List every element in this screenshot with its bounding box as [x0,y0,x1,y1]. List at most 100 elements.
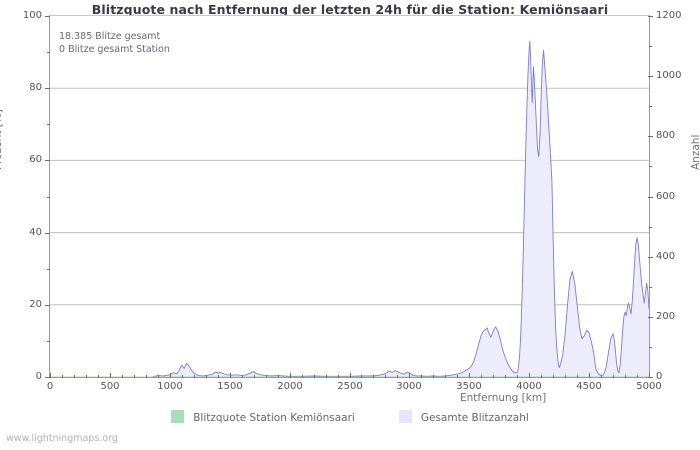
x-tick-major [230,373,231,378]
x-tick-minor [553,375,554,378]
series-line-gesamte-blitzanzahl [50,40,649,377]
x-tick-major [170,373,171,378]
x-tick-minor [266,375,267,378]
y-right-tick-label: 600 [656,191,676,202]
y-right-tick-minor [649,287,652,288]
x-tick-minor [625,375,626,378]
legend-swatch [398,410,412,423]
legend-swatch [171,410,185,423]
x-tick-major [529,373,530,378]
x-tick-minor [146,375,147,378]
plot-inner [50,16,649,377]
y-left-tick-label: 100 [22,10,42,21]
x-tick-minor [397,375,398,378]
y-left-tick-major [45,88,50,89]
y-right-tick-major [648,76,653,77]
y-right-tick-label: 400 [656,251,676,262]
y-left-tick-label: 40 [29,227,42,238]
chart-title: Blitzquote nach Entfernung der letzten 2… [91,2,609,17]
x-tick-minor [565,375,566,378]
x-tick-label: 4000 [516,381,542,392]
x-tick-label: 3500 [456,381,482,392]
x-tick-label: 2000 [277,381,303,392]
chart-plot-svg [50,40,649,377]
x-tick-minor [218,375,219,378]
y-right-tick-label: 1000 [656,70,682,81]
y-right-tick-minor [649,106,652,107]
x-tick-minor [481,375,482,378]
x-tick-minor [98,375,99,378]
y-right-tick-minor [649,227,652,228]
x-tick-minor [361,375,362,378]
y-right-tick-major [648,16,653,17]
y-left-tick-label: 0 [35,371,42,382]
x-tick-major [409,373,410,378]
series-area-gesamte-blitzanzahl [50,41,649,377]
x-tick-major [110,373,111,378]
x-tick-label: 4500 [576,381,602,392]
x-tick-minor [613,375,614,378]
x-tick-minor [493,375,494,378]
y-axis-left-label: Prozent [%] [0,109,4,170]
y-right-tick-minor [649,166,652,167]
x-tick-label: 3000 [396,381,422,392]
y-axis-right-label: Anzahl [690,134,700,170]
x-tick-minor [242,375,243,378]
x-tick-minor [457,375,458,378]
x-tick-minor [338,375,339,378]
y-right-tick-major [648,197,653,198]
y-left-tick-minor [47,52,50,53]
y-right-tick-label: 800 [656,130,676,141]
x-tick-major [50,373,51,378]
y-left-tick-major [45,16,50,17]
x-tick-minor [373,375,374,378]
x-tick-minor [194,375,195,378]
legend-item[interactable]: Gesamte Blitzanzahl [398,410,529,424]
chart-legend: Blitzquote Station Kemiönsaari Gesamte Bl… [0,410,700,424]
y-left-tick-major [45,233,50,234]
x-tick-label: 2500 [337,381,363,392]
y-left-tick-major [45,377,50,378]
x-tick-minor [278,375,279,378]
y-left-tick-minor [47,341,50,342]
x-tick-minor [385,375,386,378]
legend-label: Blitzquote Station Kemiönsaari [193,412,355,424]
x-tick-minor [637,375,638,378]
x-tick-minor [158,375,159,378]
y-left-tick-minor [47,269,50,270]
y-right-tick-major [648,257,653,258]
y-right-tick-label: 0 [656,371,663,382]
x-tick-label: 1000 [157,381,183,392]
x-tick-major [350,373,351,378]
x-tick-minor [326,375,327,378]
x-tick-major [649,373,650,378]
y-right-tick-label: 1200 [656,10,682,21]
x-tick-minor [122,375,123,378]
x-tick-label: 5000 [636,381,662,392]
chart-annotation: 18.385 Blitze gesamt 0 Blitze gesamt Sta… [59,30,170,56]
annotation-station-strokes: 0 Blitze gesamt Station [59,44,170,55]
y-left-tick-label: 80 [29,82,42,93]
x-tick-minor [517,375,518,378]
y-left-tick-label: 20 [29,299,42,310]
x-tick-minor [577,375,578,378]
y-right-tick-major [648,377,653,378]
x-tick-minor [86,375,87,378]
x-tick-minor [541,375,542,378]
x-tick-label: 500 [100,381,120,392]
x-tick-minor [445,375,446,378]
x-axis-label: Entfernung [km] [460,392,547,404]
x-tick-minor [206,375,207,378]
footer-watermark: www.lightningmaps.org [6,433,118,444]
x-tick-minor [74,375,75,378]
x-tick-minor [254,375,255,378]
y-right-tick-minor [649,46,652,47]
y-right-tick-major [648,136,653,137]
x-tick-minor [302,375,303,378]
y-left-tick-label: 60 [29,154,42,165]
x-tick-minor [601,375,602,378]
legend-item[interactable]: Blitzquote Station Kemiönsaari [171,410,355,424]
y-right-tick-minor [649,347,652,348]
x-tick-major [290,373,291,378]
